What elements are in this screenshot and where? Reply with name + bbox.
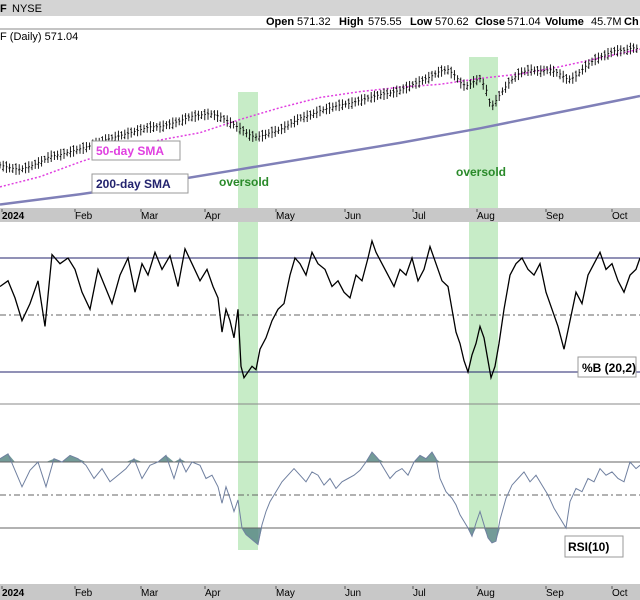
- oversold-highlight-april: [238, 92, 258, 550]
- chart-header-bar: [0, 0, 640, 16]
- header-low-label: Low: [410, 16, 432, 28]
- sma50-legend-label: 50-day SMA: [96, 144, 164, 158]
- date-axis-bottom: 2024 Feb Mar Apr May Jun Jul Aug Sep Oct: [1, 586, 628, 599]
- axis-month-label: Aug: [477, 211, 495, 222]
- axis-month-label: Mar: [141, 588, 159, 599]
- axis-month-label: 2024: [2, 211, 25, 222]
- axis-month-label: Jun: [345, 588, 361, 599]
- header-exchange: NYSE: [12, 3, 42, 15]
- header-open-label: Open: [266, 16, 294, 28]
- pctb-line: [0, 238, 640, 381]
- sma200-legend-box: [91, 173, 189, 194]
- oversold-annotation-april: oversold: [219, 175, 269, 189]
- rsi-label: RSI(10): [568, 540, 609, 554]
- price-series-label: F (Daily) 571.04: [0, 31, 78, 43]
- axis-month-label: Feb: [75, 588, 93, 599]
- pctb-label: %B (20,2): [582, 361, 636, 375]
- axis-month-label: Apr: [205, 211, 221, 222]
- axis-month-label: Oct: [612, 588, 628, 599]
- axis-month-label: Jul: [413, 211, 426, 222]
- sma50-line: [0, 48, 640, 188]
- header-high-value: 575.55: [368, 16, 402, 28]
- header-volume-value: 45.7M: [591, 16, 622, 28]
- axis-month-label: Oct: [612, 211, 628, 222]
- header-open-value: 571.32: [297, 16, 331, 28]
- header-symbol-fragment: F: [0, 3, 7, 15]
- axis-month-label: Sep: [546, 211, 564, 222]
- axis-month-label: Feb: [75, 211, 93, 222]
- axis-month-label: May: [276, 588, 295, 599]
- axis-month-label: Aug: [477, 588, 495, 599]
- rsi-panel: [0, 451, 640, 546]
- axis-month-label: May: [276, 211, 295, 222]
- percent-b-panel: [0, 238, 640, 405]
- axis-month-label: Apr: [205, 588, 221, 599]
- rsi-label-box: [564, 535, 624, 558]
- axis-month-label: Sep: [546, 588, 564, 599]
- rsi-line: [0, 451, 640, 546]
- date-axis-strip-top: [0, 208, 640, 222]
- rsi-overbought-fill: [0, 452, 640, 462]
- header-volume-label: Volume: [545, 16, 584, 28]
- pctb-label-box: [577, 356, 637, 378]
- header-high-label: High: [339, 16, 364, 28]
- oversold-annotation-august: oversold: [456, 165, 506, 179]
- rsi-oversold-fill: [0, 528, 640, 545]
- sma200-legend-label: 200-day SMA: [96, 177, 171, 191]
- sma50-legend-box: [91, 140, 181, 161]
- header-trailing-text: Ch: [624, 16, 639, 28]
- axis-month-label: Jul: [413, 588, 426, 599]
- date-axis-top: 2024 Feb Mar Apr May Jun Jul Aug Sep Oct: [1, 209, 628, 222]
- header-low-value: 570.62: [435, 16, 469, 28]
- axis-month-label: 2024: [2, 588, 25, 599]
- axis-month-label: Mar: [141, 211, 159, 222]
- oversold-highlight-august: [469, 57, 498, 528]
- date-axis-strip-bottom: [0, 584, 640, 600]
- header-close-value: 571.04: [507, 16, 541, 28]
- axis-month-label: Jun: [345, 211, 361, 222]
- header-close-label: Close: [475, 16, 505, 28]
